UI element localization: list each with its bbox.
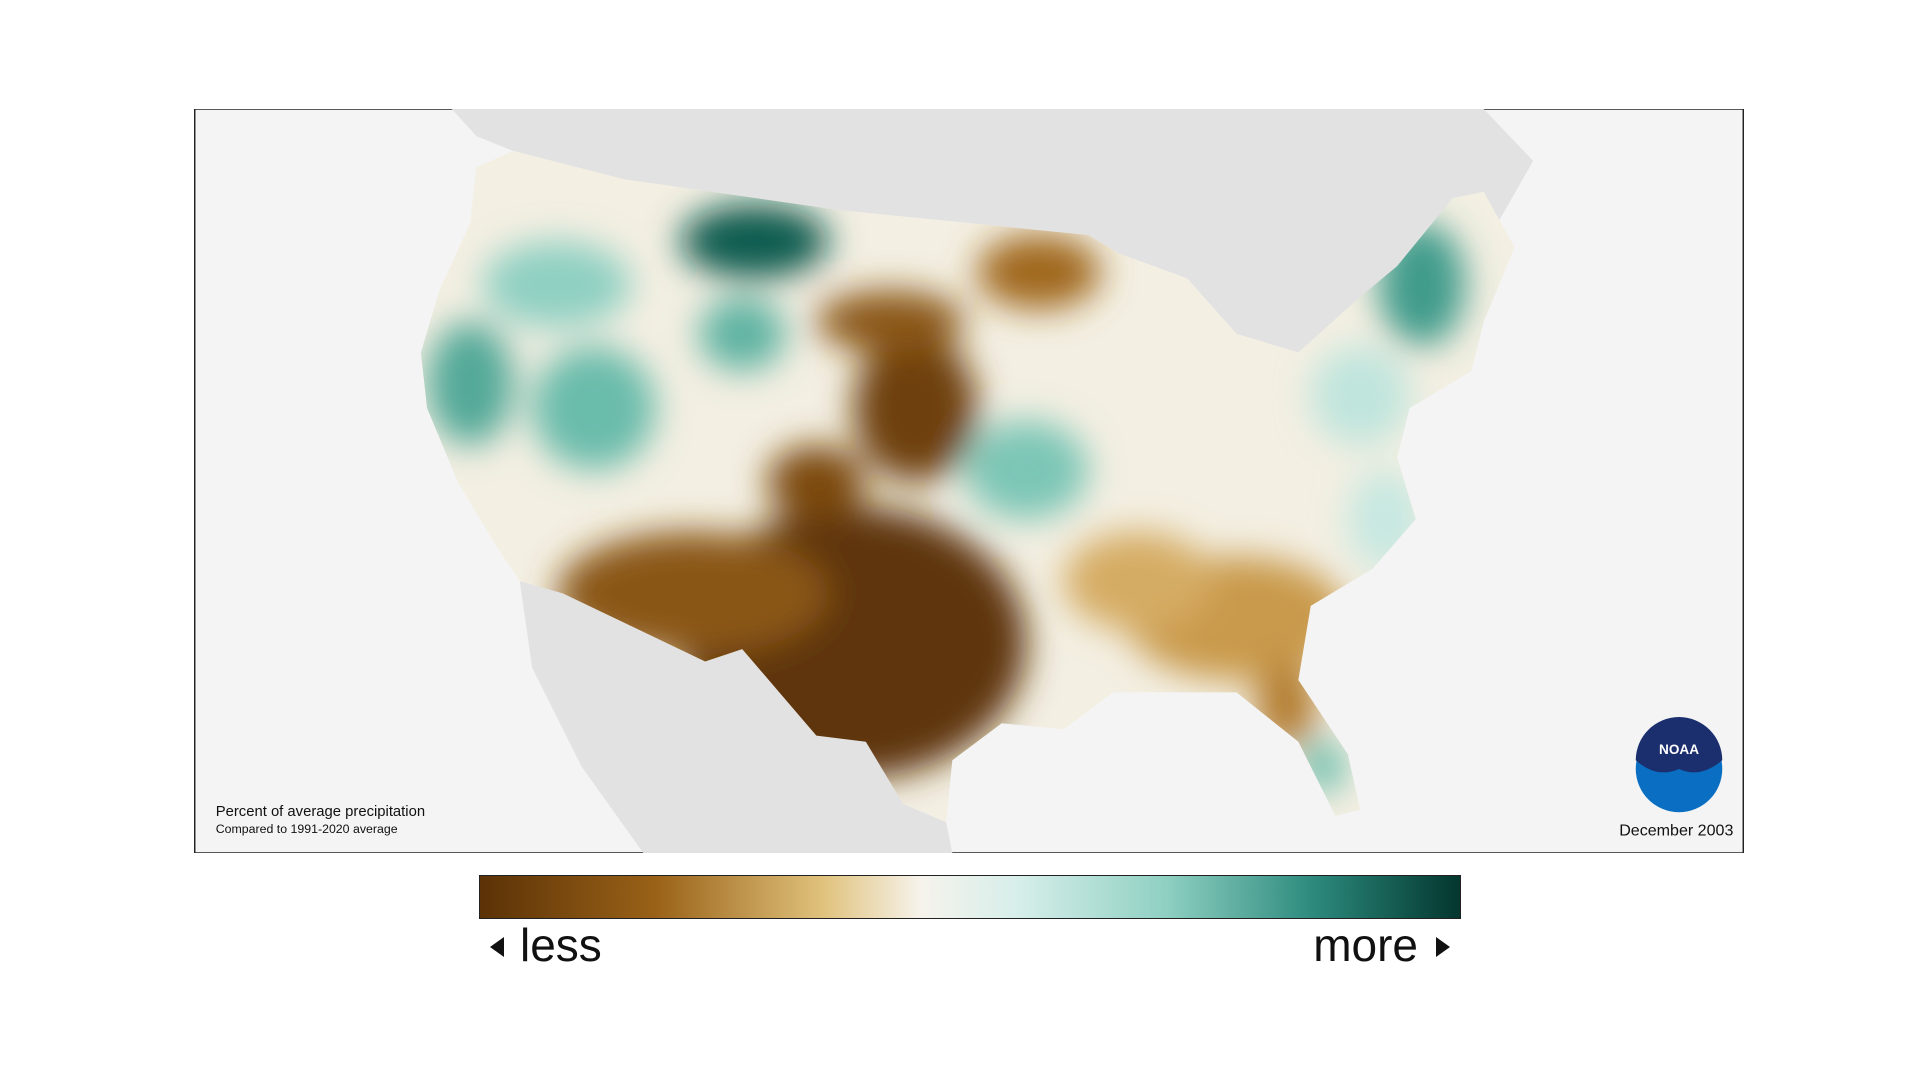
- noaa-logo: NOAA: [1635, 717, 1723, 813]
- map-date: December 2003: [1619, 822, 1733, 840]
- canada: [451, 109, 1534, 353]
- colorbar: [479, 875, 1461, 919]
- legend-subtitle: Compared to 1991-2020 average: [216, 822, 398, 836]
- logo-text: NOAA: [1659, 742, 1699, 757]
- legend-title: Percent of average precipitation: [216, 804, 425, 820]
- map: Percent of average precipitation Compare…: [194, 109, 1744, 853]
- colorbar-low: less: [520, 919, 602, 971]
- less-arrow: [490, 937, 504, 957]
- colorbar-high: more: [1313, 919, 1418, 971]
- mexico: [519, 581, 953, 853]
- more-arrow: [1436, 937, 1450, 957]
